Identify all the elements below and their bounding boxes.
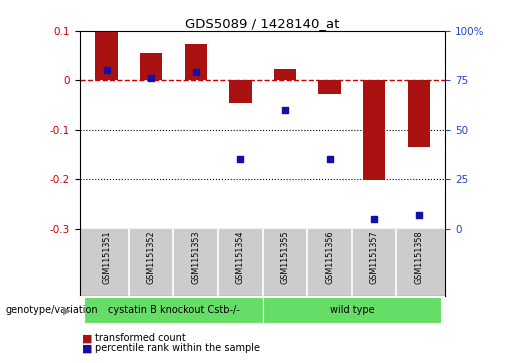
Text: GSM1151351: GSM1151351 <box>102 231 111 284</box>
Text: cystatin B knockout Cstb-/-: cystatin B knockout Cstb-/- <box>108 305 239 315</box>
Bar <box>318 80 341 94</box>
Bar <box>84 297 263 323</box>
Text: GSM1151354: GSM1151354 <box>236 231 245 284</box>
Bar <box>140 53 162 80</box>
Point <box>192 69 200 75</box>
Point <box>370 216 378 222</box>
Text: ■: ■ <box>82 333 93 343</box>
Bar <box>95 32 118 80</box>
Text: GSM1151355: GSM1151355 <box>281 231 289 284</box>
Point <box>147 76 156 81</box>
Text: GSM1151352: GSM1151352 <box>147 231 156 284</box>
Bar <box>274 69 296 80</box>
Text: wild type: wild type <box>330 305 374 315</box>
Bar <box>407 80 430 147</box>
Text: GSM1151356: GSM1151356 <box>325 231 334 284</box>
Point <box>325 156 334 162</box>
Bar <box>263 297 441 323</box>
Text: percentile rank within the sample: percentile rank within the sample <box>95 343 260 354</box>
Text: genotype/variation: genotype/variation <box>5 305 98 315</box>
Text: transformed count: transformed count <box>95 333 186 343</box>
Bar <box>184 44 207 80</box>
Bar <box>229 80 251 103</box>
Text: ■: ■ <box>82 343 93 354</box>
Title: GDS5089 / 1428140_at: GDS5089 / 1428140_at <box>185 17 340 30</box>
Point <box>236 156 245 162</box>
Point <box>102 68 111 73</box>
Text: ▶: ▶ <box>63 305 71 315</box>
Text: GSM1151353: GSM1151353 <box>191 231 200 284</box>
Point <box>281 107 289 113</box>
Text: GSM1151357: GSM1151357 <box>370 231 379 284</box>
Point <box>415 212 423 218</box>
Bar <box>363 80 385 180</box>
Text: GSM1151358: GSM1151358 <box>414 231 423 284</box>
